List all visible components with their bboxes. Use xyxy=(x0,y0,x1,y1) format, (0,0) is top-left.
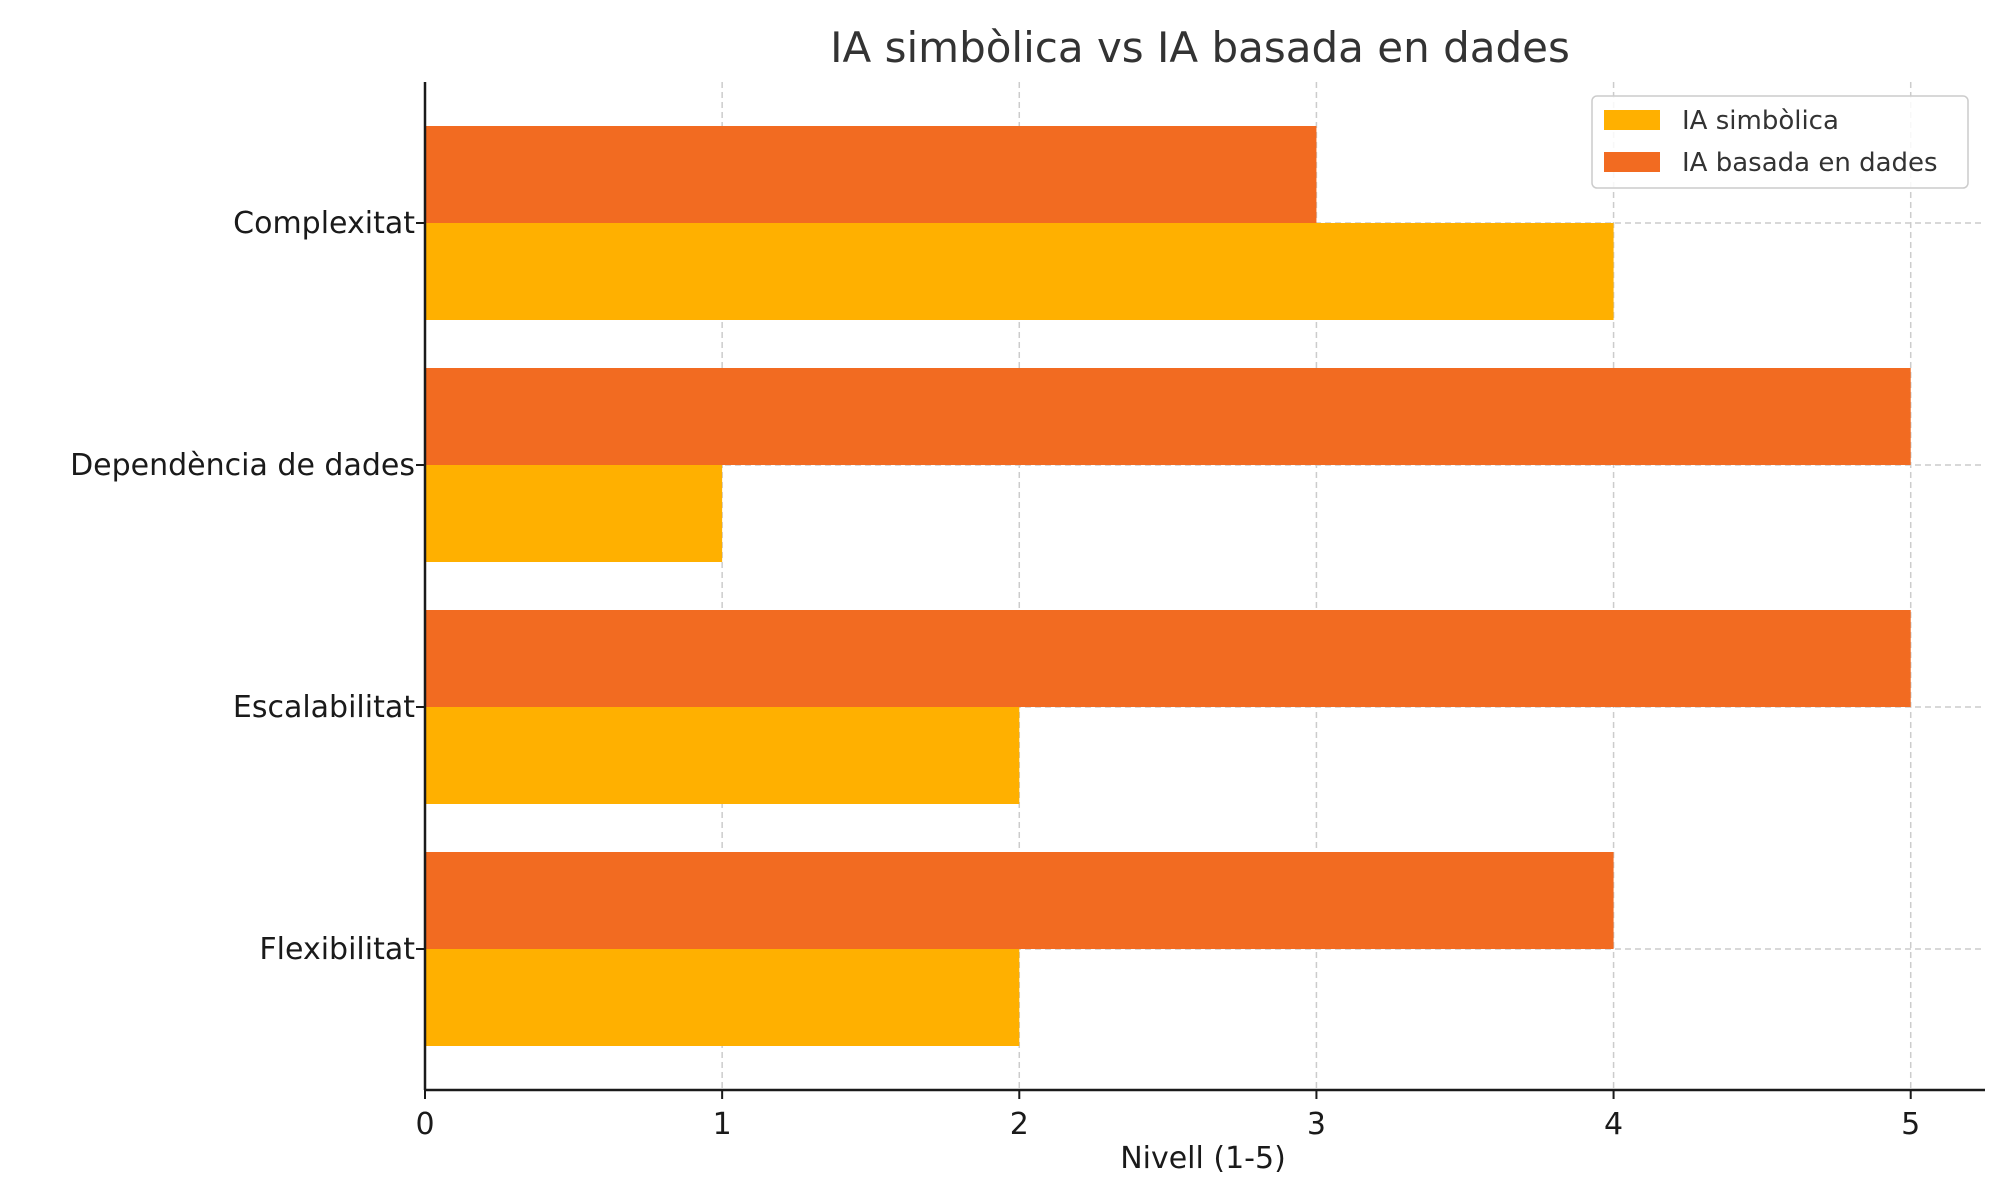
x-tick-label: 1 xyxy=(713,1107,732,1142)
bar-ia-basada-en-dades: IA basada en dades — Flexibilitat: 4 xyxy=(425,852,1614,949)
x-tick-label: 3 xyxy=(1307,1107,1326,1142)
y-tick-label: Complexitat xyxy=(233,206,415,241)
bar-ia-simbolica: IA simbòlica — Complexitat: 4 xyxy=(425,223,1614,320)
x-tick-label: 4 xyxy=(1604,1107,1623,1142)
y-axis-ticks: Complexitat Dependència de dades Escalabil… xyxy=(70,206,425,967)
x-tick-label: 2 xyxy=(1010,1107,1029,1142)
legend-label: IA basada en dades xyxy=(1682,148,1938,178)
x-tick-label: 5 xyxy=(1901,1107,1920,1142)
legend-swatch xyxy=(1604,152,1660,172)
x-axis-ticks: 0 1 2 3 4 5 xyxy=(415,1090,1920,1142)
axes xyxy=(423,82,1985,1092)
legend-swatch xyxy=(1604,110,1660,130)
y-tick-label: Dependència de dades xyxy=(70,448,415,483)
chart-title: IA simbòlica vs IA basada en dades xyxy=(830,23,1570,72)
legend-label: IA simbòlica xyxy=(1682,106,1839,136)
legend-box xyxy=(1591,95,1969,189)
bar-ia-basada-en-dades: IA basada en dades — Complexitat: 3 xyxy=(425,126,1317,223)
legend: IA simbòlica IA basada en dades xyxy=(1591,95,1969,189)
y-tick-label: Escalabilitat xyxy=(233,690,415,725)
bar-ia-simbolica: IA simbòlica — Flexibilitat: 2 xyxy=(425,949,1020,1046)
bars: IA simbòlica — Complexitat: 4IA basada e… xyxy=(425,126,1911,1046)
bar-ia-simbolica: IA simbòlica — Escalabilitat: 2 xyxy=(425,707,1020,804)
x-tick-label: 0 xyxy=(415,1107,434,1142)
bar-ia-basada-en-dades: IA basada en dades — Dependència de dade… xyxy=(425,368,1911,465)
bar-ia-basada-en-dades: IA basada en dades — Escalabilitat: 5 xyxy=(425,610,1911,707)
x-axis-label: Nivell (1-5) xyxy=(1120,1141,1286,1176)
bar-ia-simbolica: IA simbòlica — Dependència de dades: 1 xyxy=(425,465,723,562)
y-tick-label: Flexibilitat xyxy=(259,932,415,967)
